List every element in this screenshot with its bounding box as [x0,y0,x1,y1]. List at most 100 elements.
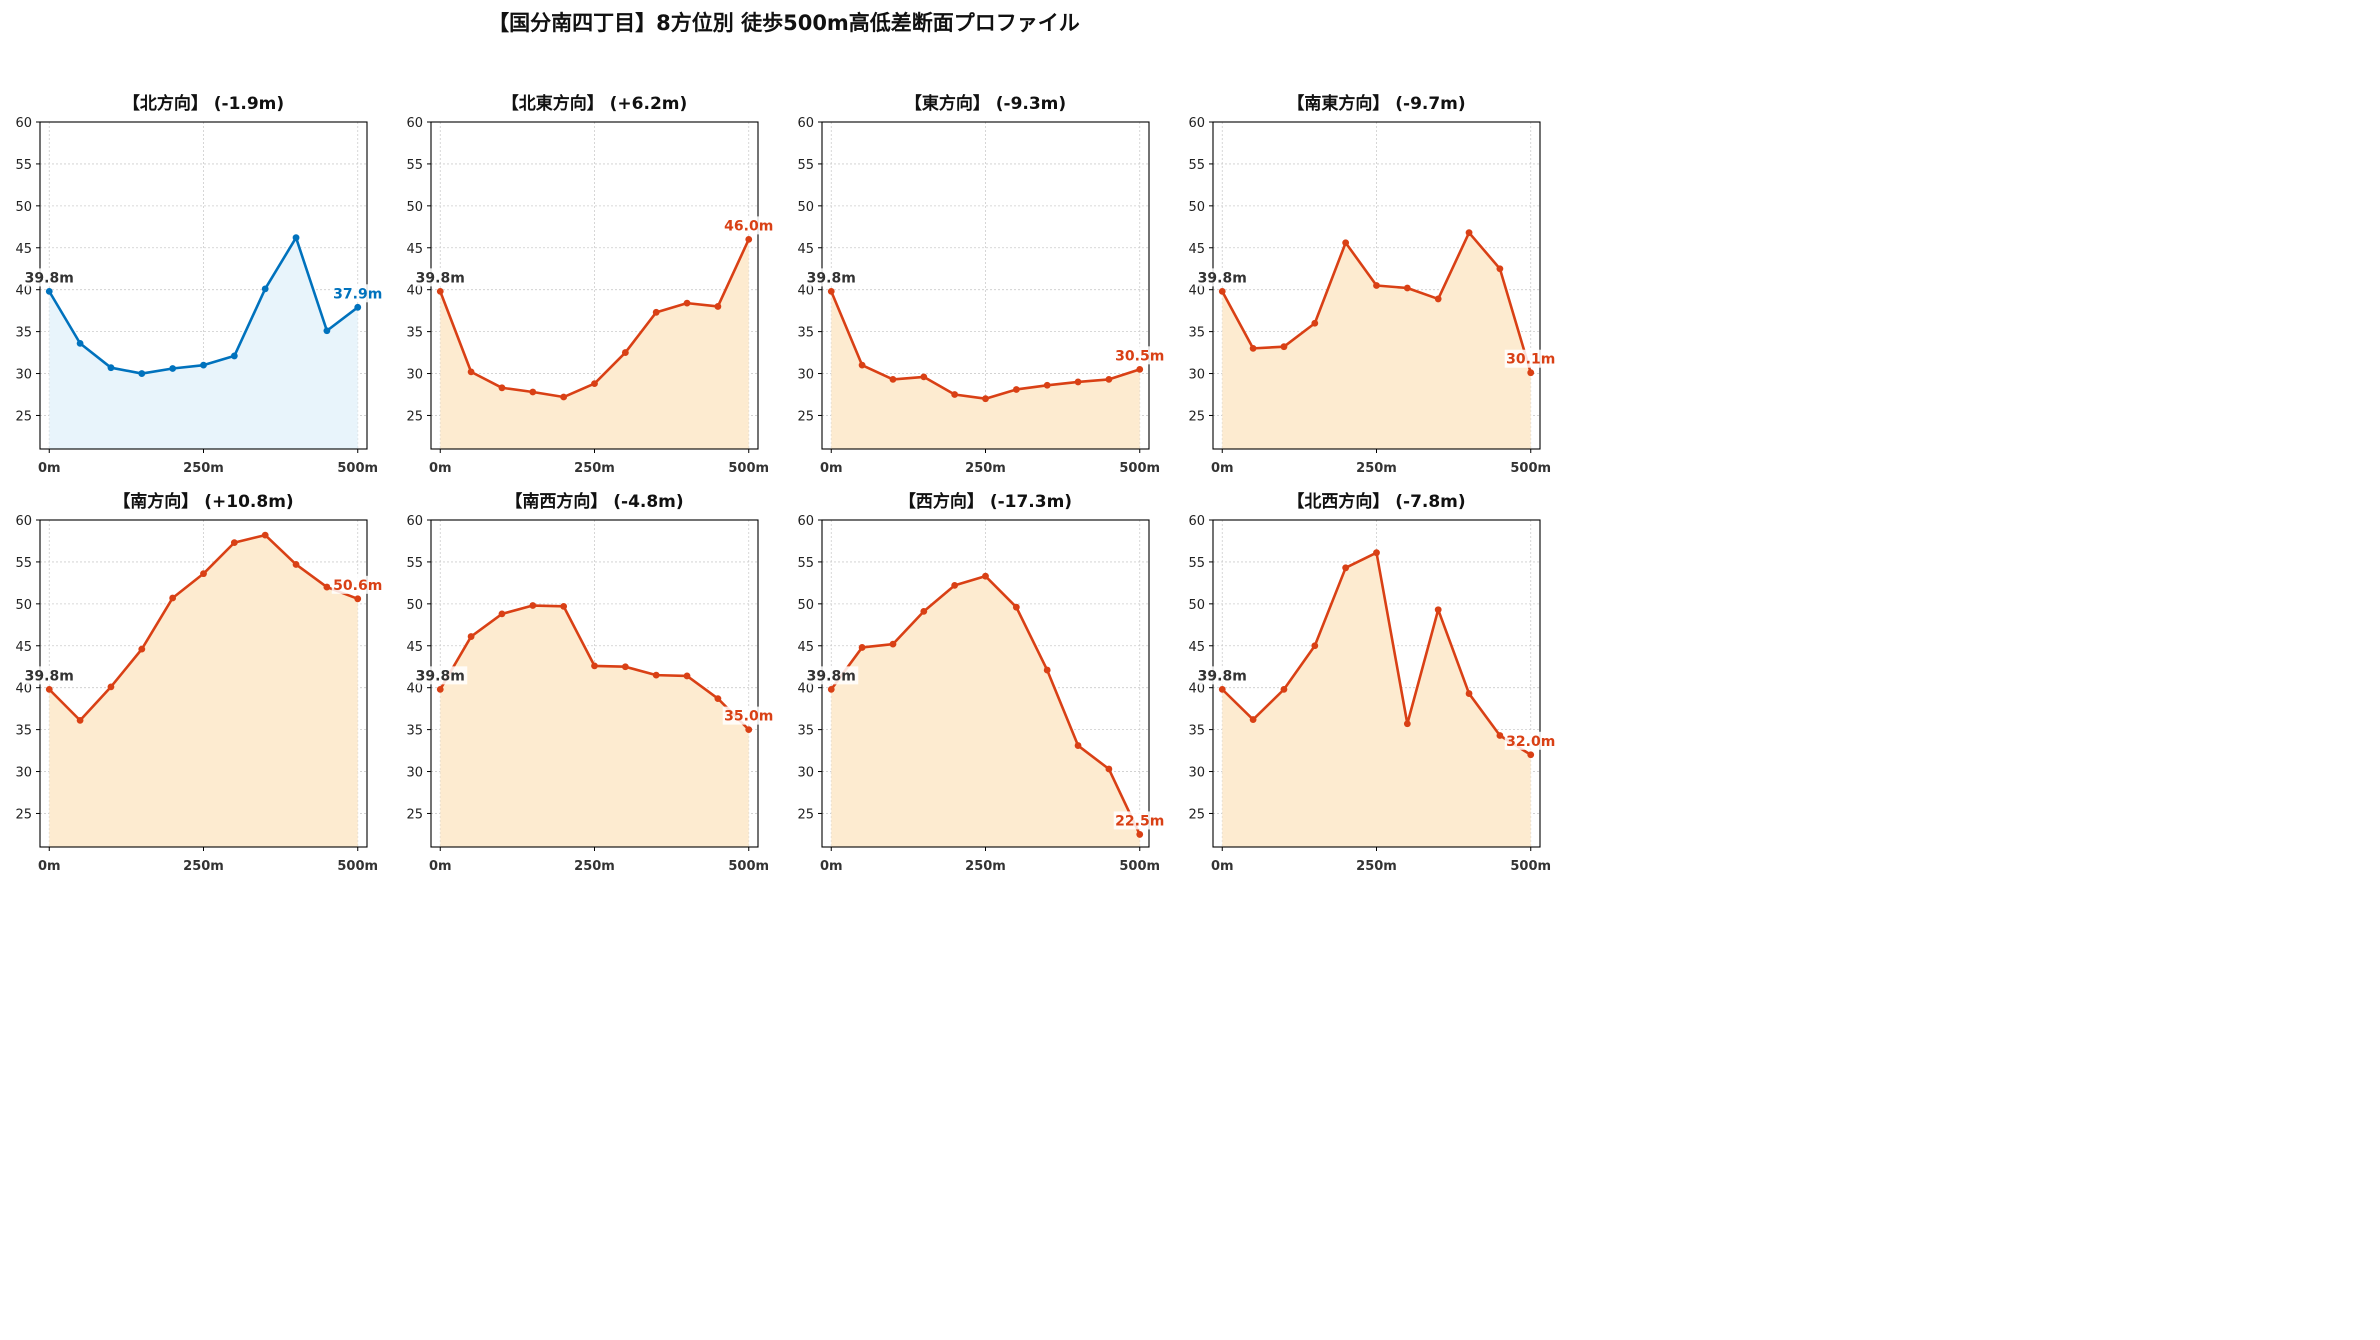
y-tick-label: 30 [1188,368,1205,383]
start-value-label: 39.8m [1198,270,1247,286]
end-label-bg [331,284,384,303]
end-value-label: 30.5m [1115,348,1164,364]
subplot-title: 【北方向】 (-1.9m) [123,93,284,114]
area-fill [1222,232,1531,449]
data-point [1527,751,1535,759]
subplot-title: 【北西方向】 (-7.8m) [1287,491,1465,512]
start-label-bg [22,268,77,287]
start-value-label: 39.8m [807,270,856,286]
data-point [714,695,722,702]
data-point [920,607,928,615]
data-point [230,352,238,360]
y-tick-label: 35 [797,326,814,341]
data-point [745,235,753,243]
y-tick-label: 25 [1188,807,1205,822]
y-tick-label: 60 [797,514,814,529]
start-value-label: 39.8m [416,270,465,286]
data-point [1373,549,1380,557]
data-point [560,393,568,401]
data-point [138,645,146,653]
start-value-label: 39.8m [25,270,74,286]
y-tick-label: 35 [1188,326,1205,341]
y-tick-label: 35 [1188,724,1205,739]
y-tick-label: 30 [1188,766,1205,781]
end-value-label: 22.5m [1115,813,1164,829]
end-label-bg [722,216,775,235]
data-point [1280,343,1288,351]
data-point [1012,603,1020,611]
y-tick-label: 50 [15,598,32,613]
subplot-4: 【南方向】 (+10.8m) 25 30 35 40 45 50 55 60 0m 250m 500m… [15,491,384,874]
y-tick-label: 50 [406,200,423,215]
data-point [1403,720,1411,728]
y-tick-label: 45 [1188,640,1205,655]
data-point [683,672,691,680]
start-label-bg [413,268,468,287]
data-point [951,391,959,398]
data-point [1465,690,1473,697]
end-value-label: 37.9m [333,286,382,302]
x-tick-label: 500m [1119,461,1160,476]
x-tick-label: 250m [1356,859,1397,874]
data-point [200,570,207,578]
y-tick-label: 60 [15,514,32,529]
subplot-2: 【東方向】 (-9.3m) 25 30 35 40 45 50 55 60 0m 250m 500m 3… [797,93,1166,476]
start-label-bg [1195,268,1250,287]
end-value-label: 32.0m [1506,734,1555,750]
x-tick-label: 0m [1211,461,1234,476]
data-point [354,303,362,311]
x-tick-label: 500m [337,859,378,874]
x-tick-label: 0m [820,461,843,476]
x-tick-label: 250m [574,859,615,874]
y-tick-label: 50 [797,200,814,215]
end-value-label: 35.0m [724,709,773,725]
data-point [230,539,238,547]
x-tick-label: 0m [38,859,61,874]
data-point [107,364,115,372]
y-tick-label: 60 [1188,116,1205,131]
data-point [1249,716,1257,723]
data-point [1074,378,1082,386]
x-tick-label: 500m [1119,859,1160,874]
y-tick-label: 55 [15,556,32,571]
data-point [261,285,269,293]
data-point [1105,376,1113,383]
end-value-label: 46.0m [724,218,773,234]
area-fill [440,605,749,847]
y-tick-label: 50 [1188,598,1205,613]
y-tick-label: 50 [406,598,423,613]
x-tick-label: 0m [820,859,843,874]
y-tick-label: 45 [15,242,32,257]
y-tick-label: 40 [15,284,32,299]
end-label-bg [1504,731,1557,750]
y-tick-label: 25 [406,807,423,822]
area-fill [831,291,1140,449]
data-point [529,602,537,609]
data-point [827,685,835,693]
data-point [1403,284,1411,292]
y-tick-label: 60 [797,116,814,131]
data-point [560,602,568,610]
y-tick-label: 40 [1188,284,1205,299]
start-label-bg [22,666,77,685]
x-tick-label: 0m [38,461,61,476]
area-fill [49,237,358,449]
data-point [1434,606,1442,614]
data-point [621,663,629,671]
data-point [951,582,959,589]
y-tick-label: 30 [406,766,423,781]
data-point [1012,386,1020,393]
data-point [889,640,897,648]
data-point [858,644,866,651]
y-tick-label: 45 [1188,242,1205,257]
x-tick-label: 500m [728,461,769,476]
y-tick-label: 60 [15,116,32,131]
subplot-6: 【西方向】 (-17.3m) 25 30 35 40 45 50 55 60 0m 250m 500m… [797,491,1166,874]
data-point [591,380,598,387]
data-point [292,561,300,568]
chart-figure: 【国分南四丁目】8方位別 徒歩500m高低差断面プロファイル 【北方向】 (-1… [0,0,1568,883]
y-tick-label: 55 [1188,556,1205,571]
data-point [982,395,989,403]
y-tick-label: 35 [797,724,814,739]
y-tick-label: 50 [1188,200,1205,215]
